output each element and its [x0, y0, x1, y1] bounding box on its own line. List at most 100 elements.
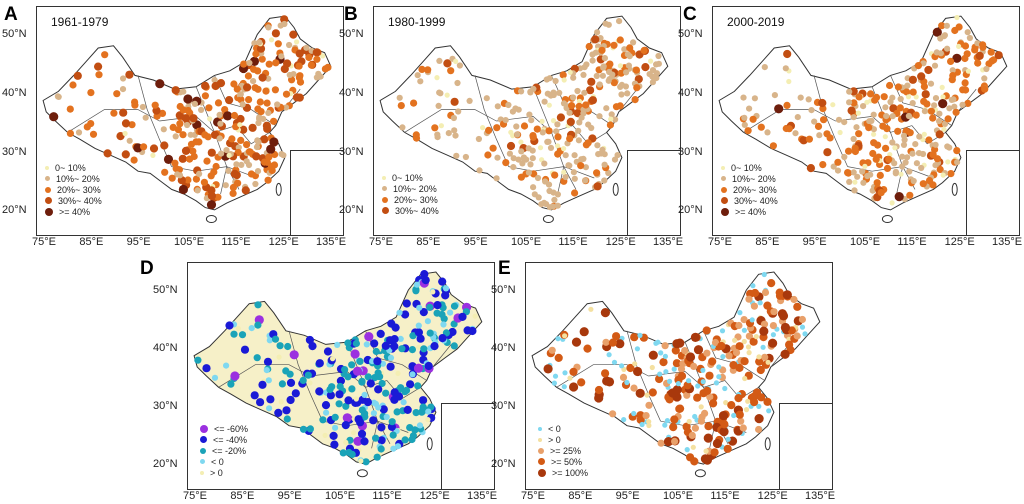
- station-point: [693, 345, 704, 355]
- station-point: [203, 157, 211, 165]
- station-point: [799, 136, 808, 145]
- hainan-island: [694, 469, 706, 478]
- station-point: [49, 112, 59, 122]
- station-point: [562, 333, 568, 339]
- station-point: [569, 367, 578, 376]
- station-point: [596, 81, 603, 88]
- y-tick-label: 50°N: [339, 28, 364, 40]
- station-point: [864, 99, 870, 105]
- map-frame: 1980-1999 0~ 10% 10%~ 20% 20%~ 30% 30%~ 40%: [373, 6, 681, 236]
- hainan-island: [542, 215, 554, 223]
- station-point: [681, 347, 689, 355]
- station-point: [250, 391, 259, 400]
- south-china-sea-inset: [966, 150, 1019, 235]
- station-point: [601, 161, 608, 168]
- station-point: [855, 93, 863, 101]
- station-point: [343, 439, 349, 445]
- station-point: [280, 15, 289, 24]
- map-frame: 1961-1979 0~ 10% 10%~ 20% 20%~ 30% 30%~ 40%…: [36, 6, 344, 236]
- station-point: [396, 309, 403, 316]
- station-point: [750, 302, 758, 310]
- station-point: [706, 393, 714, 401]
- station-point: [841, 119, 848, 126]
- station-point: [905, 94, 912, 100]
- station-point: [745, 398, 751, 404]
- station-point: [441, 291, 450, 300]
- station-point: [846, 178, 853, 185]
- station-point: [581, 64, 588, 71]
- station-point: [266, 337, 273, 344]
- station-point: [412, 409, 420, 417]
- station-point: [793, 332, 801, 340]
- station-point: [899, 153, 906, 160]
- x-tick-label: 85°E: [568, 490, 593, 502]
- station-point: [322, 432, 328, 438]
- station-point: [299, 425, 308, 433]
- station-point: [962, 86, 970, 94]
- station-point: [468, 326, 477, 336]
- station-point: [455, 108, 462, 115]
- station-point: [632, 66, 640, 74]
- x-tick-label: 125°E: [268, 236, 299, 248]
- station-point: [256, 115, 263, 122]
- station-point: [609, 410, 617, 418]
- station-point: [959, 101, 966, 108]
- station-point: [278, 380, 286, 388]
- legend-label: >= 40%: [735, 206, 767, 217]
- station-point: [252, 50, 260, 58]
- station-point: [271, 335, 280, 343]
- station-point: [87, 89, 95, 97]
- station-point: [308, 342, 317, 351]
- station-point: [260, 135, 269, 144]
- station-point: [582, 177, 589, 184]
- station-point: [315, 359, 324, 368]
- station-point: [149, 144, 159, 153]
- station-point: [330, 440, 339, 449]
- station-point: [846, 99, 853, 106]
- station-point: [358, 378, 366, 386]
- x-tick-label: 95°E: [802, 236, 827, 248]
- station-point: [639, 421, 645, 428]
- taiwan-island: [612, 182, 619, 196]
- station-point: [837, 129, 843, 136]
- station-point: [956, 43, 962, 50]
- station-point: [577, 162, 585, 170]
- station-point: [846, 88, 853, 95]
- station-point: [344, 339, 352, 347]
- station-point: [370, 410, 377, 417]
- legend-label: 10%~ 20%: [393, 183, 437, 194]
- station-point: [506, 150, 513, 157]
- x-tick-label: 105°E: [511, 236, 542, 248]
- station-point: [705, 371, 714, 380]
- station-point: [725, 352, 733, 360]
- station-point: [871, 96, 879, 104]
- station-point: [966, 34, 973, 42]
- station-point: [820, 116, 828, 124]
- station-point: [416, 344, 422, 350]
- station-point: [452, 132, 459, 139]
- station-point: [103, 149, 112, 158]
- station-point: [703, 448, 709, 454]
- station-point: [506, 141, 516, 151]
- station-point: [852, 179, 858, 185]
- station-point: [243, 158, 250, 165]
- x-tick-label: 135°E: [316, 236, 347, 248]
- y-tick-label: 20°N: [153, 458, 178, 471]
- station-point: [278, 399, 284, 405]
- station-point: [450, 342, 458, 350]
- station-point: [644, 392, 650, 398]
- province-boundary: [626, 330, 661, 422]
- station-point: [218, 150, 225, 157]
- station-point: [577, 378, 586, 387]
- station-point: [735, 321, 743, 330]
- station-point: [920, 83, 928, 91]
- station-point: [381, 341, 390, 350]
- station-point: [719, 427, 729, 437]
- legend-label: 10%~ 20%: [56, 173, 100, 184]
- station-point: [413, 363, 424, 373]
- station-point: [797, 94, 804, 101]
- legend-swatch: [45, 176, 50, 181]
- x-tick-label: 75°E: [521, 490, 545, 502]
- station-point: [372, 347, 380, 356]
- station-point: [554, 353, 563, 362]
